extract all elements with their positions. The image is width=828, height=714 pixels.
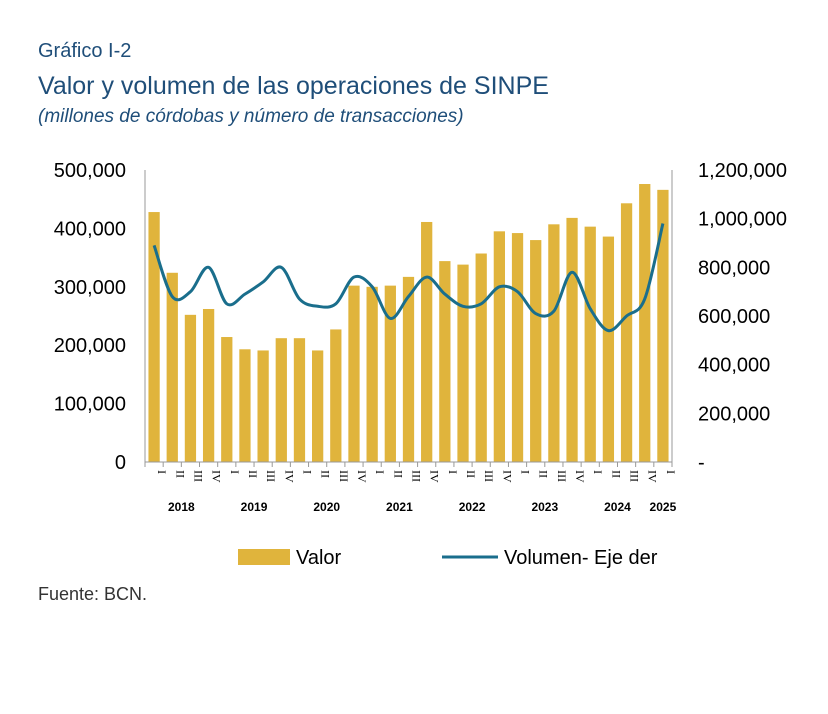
valor-bar <box>548 224 560 462</box>
valor-bar <box>475 253 487 462</box>
quarter-label: II <box>319 470 333 478</box>
valor-bar <box>457 264 469 462</box>
valor-bar <box>184 314 197 462</box>
quarter-label: II <box>246 470 260 478</box>
left-tick-label: 500,000 <box>54 160 126 182</box>
quarter-label: I <box>228 470 242 474</box>
valor-bar <box>312 350 324 462</box>
valor-bars <box>148 184 669 463</box>
year-label: 2019 <box>241 500 268 514</box>
right-tick-label: 400,000 <box>698 355 770 377</box>
valor-bar <box>148 212 160 462</box>
valor-bar <box>530 240 542 462</box>
valor-bar <box>584 226 596 462</box>
quarter-label: III <box>555 470 569 482</box>
legend-valor-swatch <box>238 549 290 565</box>
year-label: 2021 <box>386 500 413 514</box>
right-tick-label: 1,000,000 <box>698 209 787 231</box>
valor-bar <box>239 349 251 462</box>
chart-subtitle: (millones de córdobas y número de transa… <box>38 106 464 127</box>
valor-bar <box>293 338 306 462</box>
quarter-label: I <box>519 470 533 474</box>
year-label: 2025 <box>650 500 677 514</box>
valor-bar <box>221 337 233 462</box>
quarter-label: I <box>373 470 387 474</box>
valor-bar <box>566 217 578 462</box>
valor-bar <box>366 286 378 462</box>
axes <box>144 170 673 467</box>
quarter-label: III <box>264 470 278 482</box>
quarter-label: II <box>173 470 187 478</box>
valor-bar <box>166 272 178 462</box>
valor-bar <box>493 231 505 462</box>
quarter-label: IV <box>428 470 442 483</box>
quarter-label: II <box>609 470 623 478</box>
valor-bar <box>348 285 360 462</box>
year-labels: 2018 2019 2020 2021 2022 2023 2024 2025 <box>168 500 677 514</box>
quarter-label: III <box>410 470 424 482</box>
year-label: 2023 <box>531 500 558 514</box>
right-tick-label: 600,000 <box>698 306 770 328</box>
right-tick-label: 800,000 <box>698 257 770 279</box>
valor-bar <box>639 184 651 463</box>
quarter-label: III <box>337 470 351 482</box>
valor-bar <box>257 350 269 462</box>
valor-bar <box>439 261 451 462</box>
source-note: Fuente: BCN. <box>38 584 148 604</box>
quarter-label: II <box>464 470 478 478</box>
year-label: 2024 <box>604 500 631 514</box>
legend-valor-label: Valor <box>296 547 342 569</box>
valor-bar <box>330 329 342 462</box>
quarter-label: II <box>391 470 405 478</box>
valor-bar <box>421 221 433 462</box>
valor-bar <box>657 189 669 462</box>
left-tick-label: 200,000 <box>54 335 126 357</box>
legend-volumen-label: Volumen- Eje der <box>504 547 658 569</box>
right-tick-label: 1,200,000 <box>698 160 787 182</box>
quarter-label: IV <box>646 470 660 483</box>
volumen-line-group <box>152 223 665 333</box>
left-axis-ticks: 0 100,000 200,000 300,000 400,000 500,000 <box>54 160 126 474</box>
valor-bar <box>275 338 287 462</box>
right-tick-label: - <box>698 452 705 474</box>
quarter-label: I <box>300 470 314 474</box>
left-tick-label: 400,000 <box>54 218 126 240</box>
quarter-label: III <box>628 470 642 482</box>
chart-title: Valor y volumen de las operaciones de SI… <box>38 72 549 100</box>
quarter-label: IV <box>355 470 369 483</box>
year-label: 2020 <box>313 500 340 514</box>
left-tick-label: 300,000 <box>54 277 126 299</box>
valor-bar <box>384 285 396 462</box>
right-axis-ticks: - 200,000 400,000 600,000 800,000 1,000,000 1,… <box>698 160 787 474</box>
quarter-label: IV <box>282 470 296 483</box>
quarter-label: I <box>155 470 169 474</box>
left-tick-label: 0 <box>115 452 126 474</box>
quarter-label: III <box>191 470 205 482</box>
left-tick-label: 100,000 <box>54 394 126 416</box>
quarter-label: I <box>591 470 605 474</box>
quarter-label: I <box>446 470 460 474</box>
quarter-label: IV <box>500 470 514 483</box>
chart-kicker: Gráfico I-2 <box>38 40 132 62</box>
valor-bar <box>202 308 215 462</box>
quarter-label: III <box>482 470 496 482</box>
quarter-label: IV <box>210 470 224 483</box>
legend: Valor Volumen- Eje der <box>238 547 658 569</box>
year-label: 2018 <box>168 500 195 514</box>
valor-bar <box>511 233 524 462</box>
quarter-labels: I II III IV I II III IV I II III IV I II III IV I II III IV… <box>155 470 678 483</box>
valor-bar <box>402 276 415 462</box>
valor-bar <box>602 236 615 462</box>
valor-bar <box>620 203 633 462</box>
volumen-line <box>152 223 665 333</box>
year-label: 2022 <box>459 500 486 514</box>
quarter-label: I <box>664 470 678 474</box>
right-tick-label: 200,000 <box>698 403 770 425</box>
quarter-label: IV <box>573 470 587 483</box>
quarter-label: II <box>537 470 551 478</box>
